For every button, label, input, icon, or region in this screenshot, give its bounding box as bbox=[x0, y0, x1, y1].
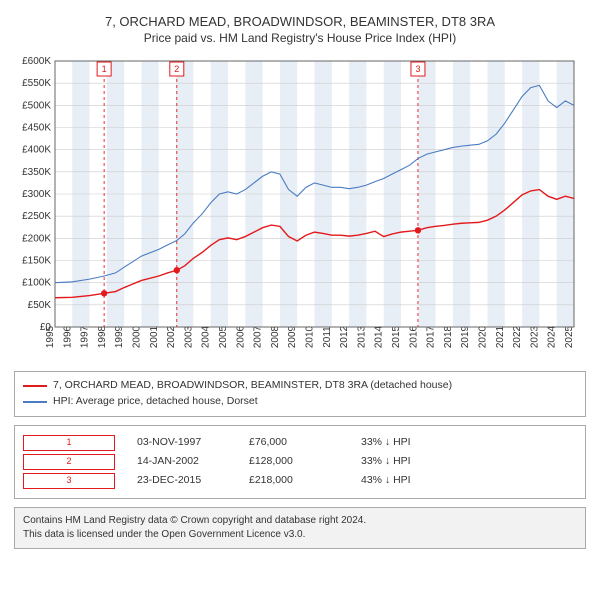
sale-diff: 33% ↓ HPI bbox=[361, 454, 451, 470]
svg-text:1995: 1995 bbox=[45, 325, 56, 348]
svg-text:2005: 2005 bbox=[218, 325, 229, 348]
legend-row-property: 7, ORCHARD MEAD, BROADWINDSOR, BEAMINSTE… bbox=[23, 378, 577, 394]
sale-diff: 33% ↓ HPI bbox=[361, 435, 451, 451]
svg-text:1999: 1999 bbox=[114, 325, 125, 348]
chart-title: 7, ORCHARD MEAD, BROADWINDSOR, BEAMINSTE… bbox=[10, 14, 590, 29]
svg-text:1996: 1996 bbox=[62, 325, 73, 348]
legend: 7, ORCHARD MEAD, BROADWINDSOR, BEAMINSTE… bbox=[14, 371, 586, 417]
svg-text:1997: 1997 bbox=[80, 325, 91, 348]
sale-row: 1 03-NOV-1997 £76,000 33% ↓ HPI bbox=[23, 435, 577, 451]
sale-marker: 2 bbox=[23, 454, 115, 470]
price-chart: £0£50K£100K£150K£200K£250K£300K£350K£400… bbox=[10, 53, 582, 363]
svg-text:£150K: £150K bbox=[22, 256, 51, 267]
svg-text:2016: 2016 bbox=[408, 325, 419, 348]
svg-text:£250K: £250K bbox=[22, 211, 51, 222]
svg-text:3: 3 bbox=[415, 64, 420, 74]
sale-date: 14-JAN-2002 bbox=[137, 454, 227, 470]
sale-row: 3 23-DEC-2015 £218,000 43% ↓ HPI bbox=[23, 473, 577, 489]
svg-text:2014: 2014 bbox=[374, 325, 385, 348]
svg-text:2004: 2004 bbox=[201, 325, 212, 348]
svg-text:1: 1 bbox=[102, 64, 107, 74]
svg-text:2001: 2001 bbox=[149, 325, 160, 348]
svg-text:2003: 2003 bbox=[183, 325, 194, 348]
sale-price: £128,000 bbox=[249, 454, 339, 470]
svg-text:2000: 2000 bbox=[132, 325, 143, 348]
svg-text:2021: 2021 bbox=[495, 325, 506, 348]
svg-text:£300K: £300K bbox=[22, 189, 51, 200]
svg-text:2022: 2022 bbox=[512, 325, 523, 348]
svg-text:£100K: £100K bbox=[22, 278, 51, 289]
sales-table: 1 03-NOV-1997 £76,000 33% ↓ HPI 2 14-JAN-2002… bbox=[14, 425, 586, 499]
svg-text:£550K: £550K bbox=[22, 78, 51, 89]
sale-date: 03-NOV-1997 bbox=[137, 435, 227, 451]
svg-text:£600K: £600K bbox=[22, 56, 51, 67]
svg-text:2018: 2018 bbox=[443, 325, 454, 348]
svg-text:2: 2 bbox=[174, 64, 179, 74]
svg-text:2007: 2007 bbox=[253, 325, 264, 348]
svg-text:£200K: £200K bbox=[22, 233, 51, 244]
legend-row-hpi: HPI: Average price, detached house, Dors… bbox=[23, 394, 577, 410]
sale-price: £218,000 bbox=[249, 473, 339, 489]
svg-text:2017: 2017 bbox=[426, 325, 437, 348]
svg-text:2009: 2009 bbox=[287, 325, 298, 348]
svg-text:2012: 2012 bbox=[339, 325, 350, 348]
svg-text:2010: 2010 bbox=[305, 325, 316, 348]
svg-text:2015: 2015 bbox=[391, 325, 402, 348]
svg-text:2013: 2013 bbox=[356, 325, 367, 348]
svg-text:2025: 2025 bbox=[564, 325, 575, 348]
svg-text:2008: 2008 bbox=[270, 325, 281, 348]
legend-swatch-property bbox=[23, 385, 47, 387]
svg-text:2023: 2023 bbox=[529, 325, 540, 348]
legend-swatch-hpi bbox=[23, 401, 47, 403]
svg-text:£350K: £350K bbox=[22, 167, 51, 178]
svg-text:2006: 2006 bbox=[235, 325, 246, 348]
svg-text:1998: 1998 bbox=[97, 325, 108, 348]
chart-area: £0£50K£100K£150K£200K£250K£300K£350K£400… bbox=[10, 53, 590, 363]
svg-text:£400K: £400K bbox=[22, 145, 51, 156]
svg-text:2011: 2011 bbox=[322, 326, 333, 348]
svg-text:£50K: £50K bbox=[28, 300, 52, 311]
sale-marker: 3 bbox=[23, 473, 115, 489]
svg-text:£450K: £450K bbox=[22, 123, 51, 134]
attribution: Contains HM Land Registry data © Crown c… bbox=[14, 507, 586, 549]
sale-date: 23-DEC-2015 bbox=[137, 473, 227, 489]
legend-label-hpi: HPI: Average price, detached house, Dors… bbox=[53, 394, 258, 410]
svg-text:2020: 2020 bbox=[478, 325, 489, 348]
legend-label-property: 7, ORCHARD MEAD, BROADWINDSOR, BEAMINSTE… bbox=[53, 378, 452, 394]
svg-text:2024: 2024 bbox=[547, 325, 558, 348]
sale-price: £76,000 bbox=[249, 435, 339, 451]
attribution-line-2: This data is licensed under the Open Gov… bbox=[23, 528, 577, 542]
sale-marker: 1 bbox=[23, 435, 115, 451]
svg-text:2002: 2002 bbox=[166, 325, 177, 348]
chart-subtitle: Price paid vs. HM Land Registry's House … bbox=[10, 31, 590, 45]
svg-text:2019: 2019 bbox=[460, 325, 471, 348]
sale-diff: 43% ↓ HPI bbox=[361, 473, 451, 489]
attribution-line-1: Contains HM Land Registry data © Crown c… bbox=[23, 514, 577, 528]
svg-text:£500K: £500K bbox=[22, 100, 51, 111]
sale-row: 2 14-JAN-2002 £128,000 33% ↓ HPI bbox=[23, 454, 577, 470]
